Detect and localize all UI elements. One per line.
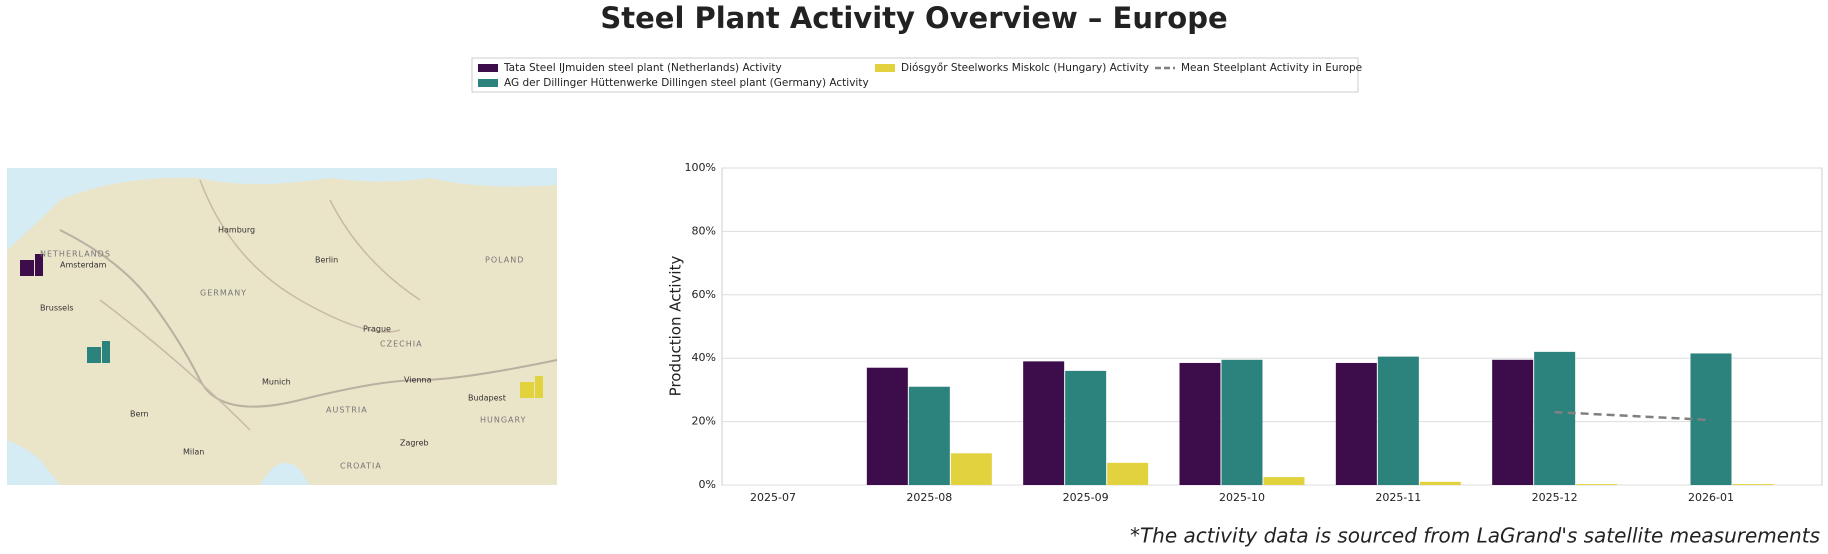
map-label: Vienna: [404, 376, 432, 385]
map-land: [7, 168, 557, 485]
plant-icon: [87, 347, 101, 363]
map-label: AUSTRIA: [326, 406, 368, 415]
y-tick-label: 100%: [685, 161, 716, 174]
map-label: Munich: [262, 378, 291, 387]
mean-line: [1554, 410, 1712, 422]
plant-icon: [35, 254, 43, 276]
legend-swatch: [478, 64, 498, 72]
bar: [908, 386, 950, 485]
x-tick-label: 2026-01: [1688, 491, 1734, 504]
y-tick-label: 60%: [692, 288, 716, 301]
map-border: [59, 229, 558, 408]
bar: [1377, 356, 1419, 485]
x-tick-label: 2025-12: [1532, 491, 1578, 504]
legend-swatch: [478, 79, 498, 87]
bar: [866, 367, 908, 485]
map-label: Prague: [363, 325, 391, 334]
map-sea: [7, 168, 557, 250]
map-label: Budapest: [468, 394, 506, 403]
footnote: *The activity data is sourced from LaGra…: [1130, 524, 1820, 548]
map-label: Zagreb: [400, 439, 429, 448]
map-label: Milan: [183, 448, 204, 457]
x-tick-label: 2025-11: [1375, 491, 1421, 504]
legend-label: AG der Dillinger Hüttenwerke Dillingen s…: [504, 77, 869, 89]
map-label: HUNGARY: [480, 416, 526, 425]
plant-icon: [535, 376, 543, 398]
bar: [1107, 462, 1149, 485]
map-label: Amsterdam: [60, 261, 107, 270]
y-tick-label: 80%: [692, 224, 716, 237]
plant-icon: [20, 260, 34, 276]
bar: [1179, 362, 1221, 485]
map-label: Hamburg: [218, 226, 255, 235]
bar: [1221, 359, 1263, 485]
legend-swatch: [875, 64, 895, 72]
plant-icon: [520, 382, 534, 398]
chart-title: Steel Plant Activity Overview – Europe: [600, 1, 1227, 35]
bar: [1576, 484, 1618, 485]
map-label: CROATIA: [340, 462, 382, 471]
y-tick-label: 0%: [699, 478, 716, 491]
bar: [1065, 370, 1107, 485]
x-tick-label: 2025-09: [1063, 491, 1109, 504]
bar: [1263, 477, 1305, 485]
bar: [1732, 484, 1774, 485]
map-sea: [7, 440, 310, 485]
bar: [1534, 351, 1576, 485]
legend-label: Diósgyőr Steelworks Miskolc (Hungary) Ac…: [901, 62, 1149, 74]
bar: [1492, 359, 1534, 485]
map: NETHERLANDS Amsterdam Hamburg Berlin GERMANY…: [7, 168, 558, 485]
legend-label: Mean Steelplant Activity in Europe: [1181, 62, 1362, 74]
plant-icon: [102, 341, 110, 363]
x-tick-label: 2025-10: [1219, 491, 1265, 504]
map-label: CZECHIA: [380, 340, 423, 349]
map-label: GERMANY: [200, 289, 247, 298]
x-tick-label: 2025-07: [750, 491, 796, 504]
legend-label: Tata Steel IJmuiden steel plant (Netherl…: [503, 62, 782, 74]
map-border: [99, 179, 421, 431]
bar: [1335, 362, 1377, 485]
legend: [471, 57, 1359, 93]
y-tick-label: 20%: [692, 415, 716, 428]
x-tick-label: 2025-08: [906, 491, 952, 504]
bar: [1023, 361, 1065, 485]
map-label: NETHERLANDS: [40, 250, 111, 259]
map-label: POLAND: [485, 256, 524, 265]
map-label: Berlin: [315, 256, 338, 265]
map-label: Brussels: [40, 304, 74, 313]
bar: [1419, 481, 1461, 485]
y-tick-label: 40%: [692, 351, 716, 364]
map-label: Bern: [130, 410, 149, 419]
y-axis-label: Production Activity: [667, 256, 685, 397]
bar: [950, 453, 992, 485]
